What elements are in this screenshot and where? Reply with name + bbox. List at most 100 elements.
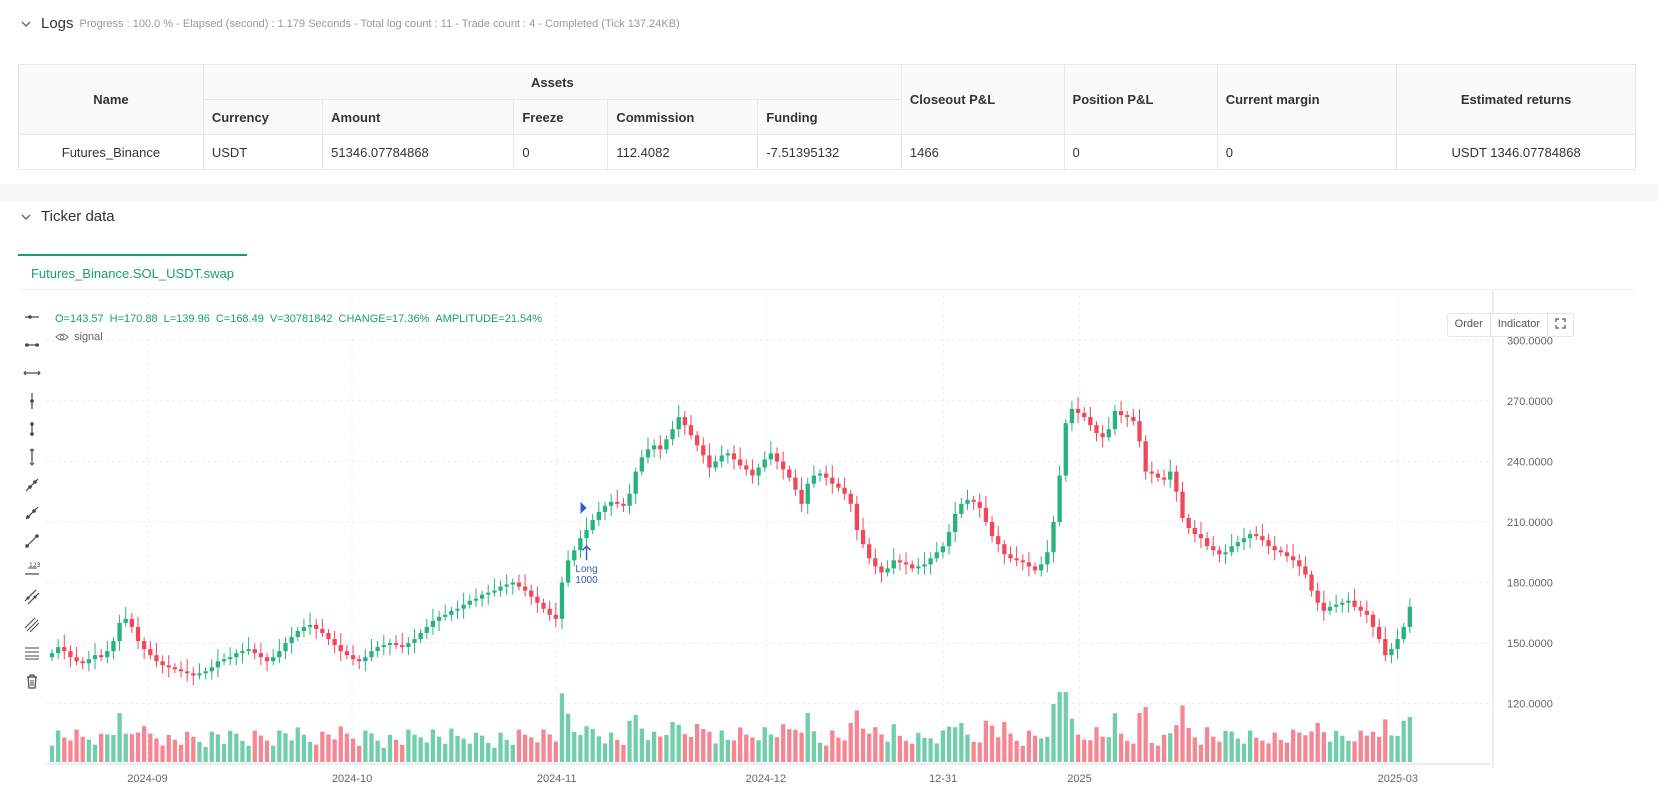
candle-body bbox=[68, 651, 73, 658]
vertical-line-icon[interactable] bbox=[20, 391, 44, 411]
volume-bar bbox=[1376, 736, 1382, 762]
chart-toolbar: Order Indicator bbox=[1446, 313, 1574, 337]
price-range-icon[interactable]: 123 bbox=[20, 559, 44, 579]
chevron-down-icon[interactable] bbox=[18, 209, 34, 225]
volume-bar bbox=[350, 738, 356, 762]
candle-body bbox=[338, 645, 343, 652]
volume-bar bbox=[1346, 740, 1351, 762]
candle-body bbox=[658, 445, 663, 450]
volume-bar bbox=[68, 740, 73, 762]
volume-bar bbox=[731, 740, 737, 762]
candle-body bbox=[885, 568, 890, 573]
logs-header[interactable]: Logs Progress : 100.0 % - Elapsed (secon… bbox=[18, 15, 680, 32]
candle-body bbox=[639, 457, 644, 472]
candle-body bbox=[1063, 423, 1068, 476]
header-amount: Amount bbox=[322, 99, 515, 135]
x-tick-label: 2024-09 bbox=[127, 773, 167, 785]
volume-bar bbox=[1223, 730, 1228, 762]
candle-body bbox=[731, 453, 737, 460]
volume-bar bbox=[129, 734, 135, 762]
cell-position: 0 bbox=[1063, 134, 1218, 170]
candle-body bbox=[350, 655, 356, 660]
volume-bar bbox=[424, 742, 429, 762]
fullscreen-button[interactable] bbox=[1548, 314, 1573, 336]
candle-body bbox=[467, 600, 472, 605]
candle-body bbox=[541, 602, 546, 609]
volume-bar bbox=[504, 739, 509, 762]
volume-bar bbox=[1198, 744, 1204, 762]
volume-bar bbox=[228, 730, 233, 762]
candle-body bbox=[289, 637, 294, 644]
cell-closeout: 1466 bbox=[900, 134, 1065, 170]
volume-bar bbox=[307, 741, 313, 762]
volume-bar bbox=[1254, 737, 1259, 762]
vertical-ray-icon[interactable] bbox=[20, 447, 44, 467]
volume-bar bbox=[1051, 704, 1056, 762]
candle-body bbox=[1204, 538, 1210, 547]
volume-bar bbox=[412, 734, 417, 762]
cell-margin: 0 bbox=[1216, 134, 1398, 170]
candle-body bbox=[922, 564, 927, 567]
volume-bar bbox=[1161, 734, 1167, 762]
pitchfork-icon[interactable] bbox=[20, 615, 44, 635]
parallel-channel-icon[interactable] bbox=[20, 587, 44, 607]
candle-body bbox=[676, 417, 681, 430]
tab-sol-usdt-swap[interactable]: Futures_Binance.SOL_USDT.swap bbox=[18, 254, 247, 290]
horizontal-ray-icon[interactable] bbox=[20, 307, 44, 327]
volume-bar bbox=[1211, 736, 1216, 762]
volume-bar bbox=[793, 729, 798, 762]
close-value: C=168.49 bbox=[215, 313, 264, 325]
ray-line-icon[interactable] bbox=[20, 503, 44, 523]
volume-bar bbox=[111, 735, 116, 762]
trash-icon[interactable] bbox=[20, 671, 44, 691]
candle-body bbox=[1389, 649, 1394, 656]
ticker-title: Ticker data bbox=[41, 208, 115, 225]
volume-bar bbox=[92, 744, 98, 762]
candle-body bbox=[781, 461, 786, 470]
volume-bar bbox=[1389, 735, 1394, 762]
ticker-header[interactable]: Ticker data bbox=[18, 208, 115, 225]
chevron-down-icon[interactable] bbox=[18, 16, 34, 32]
candle-body bbox=[406, 643, 411, 648]
candle-body bbox=[1297, 560, 1302, 567]
volume-bar bbox=[185, 731, 190, 762]
y-tick-label: 180.0000 bbox=[1507, 578, 1553, 590]
candle-body bbox=[836, 483, 841, 488]
candle-body bbox=[1057, 475, 1062, 522]
volume-bar bbox=[74, 729, 79, 762]
volume-bar bbox=[1297, 732, 1302, 762]
candle-body bbox=[1094, 425, 1099, 434]
signal-indicator[interactable]: signal bbox=[55, 331, 103, 343]
volume-bar bbox=[277, 730, 282, 762]
indicator-button[interactable]: Indicator bbox=[1491, 314, 1548, 336]
volume-bar bbox=[430, 729, 436, 762]
candle-body bbox=[713, 461, 718, 468]
candle-body bbox=[830, 477, 835, 484]
candle-body bbox=[1155, 473, 1161, 478]
eye-icon[interactable] bbox=[55, 332, 69, 342]
candle-body bbox=[1008, 554, 1013, 559]
horizontal-line-icon[interactable] bbox=[20, 363, 44, 383]
candle-body bbox=[197, 673, 202, 676]
volume-bar bbox=[1174, 725, 1179, 762]
volume-bar bbox=[922, 737, 927, 762]
volume-bar bbox=[252, 730, 257, 762]
vertical-segment-icon[interactable] bbox=[20, 419, 44, 439]
volume-bar bbox=[1137, 713, 1142, 762]
volume-bar bbox=[658, 736, 663, 762]
volume-bar bbox=[1272, 732, 1277, 762]
header-assets: Assets bbox=[202, 64, 902, 100]
candle-body bbox=[1137, 421, 1142, 442]
candle-body bbox=[1211, 546, 1216, 551]
candle-body bbox=[529, 590, 534, 597]
volume-bar bbox=[264, 740, 270, 762]
order-button[interactable]: Order bbox=[1448, 314, 1491, 336]
volume-bar bbox=[467, 743, 472, 762]
extended-line-icon[interactable] bbox=[20, 531, 44, 551]
horizontal-segment-icon[interactable] bbox=[20, 335, 44, 355]
volume-bar bbox=[529, 737, 534, 762]
candle-body bbox=[1039, 564, 1044, 571]
trend-line-icon[interactable] bbox=[20, 475, 44, 495]
fib-retracement-icon[interactable] bbox=[20, 643, 44, 663]
